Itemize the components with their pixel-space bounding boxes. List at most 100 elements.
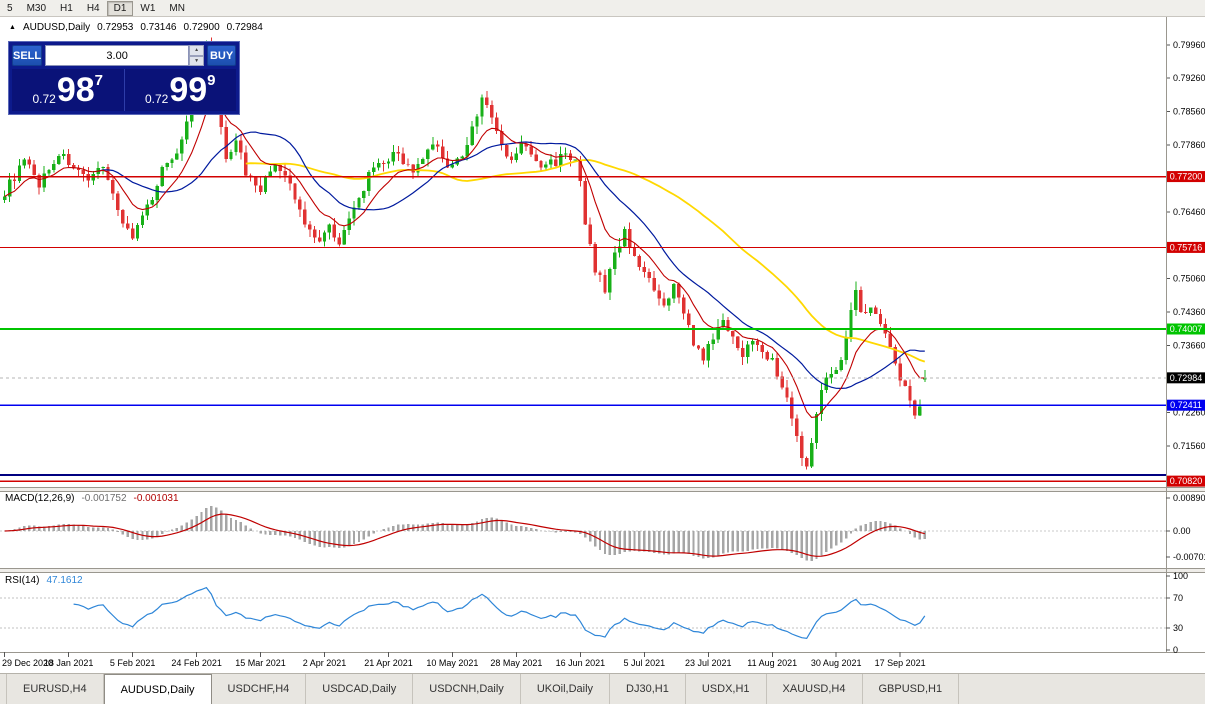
svg-text:0.75060: 0.75060: [1173, 274, 1205, 284]
chart-symbol: AUDUSD,Daily: [22, 22, 91, 33]
svg-text:23 Jul 2021: 23 Jul 2021: [685, 658, 732, 668]
ohlc-high: 0.73146: [140, 22, 177, 33]
ma-50-line: [245, 159, 926, 363]
svg-text:17 Sep 2021: 17 Sep 2021: [875, 658, 926, 668]
svg-text:0.77200: 0.77200: [1170, 172, 1203, 182]
svg-text:5 Feb 2021: 5 Feb 2021: [110, 658, 156, 668]
chart-tab-usdx-h1[interactable]: USDX,H1: [686, 674, 767, 704]
sell-button[interactable]: SELL: [12, 45, 43, 66]
rsi-line: [73, 586, 926, 640]
svg-text:0.72411: 0.72411: [1170, 400, 1202, 410]
svg-text:0.77860: 0.77860: [1173, 140, 1205, 150]
svg-text:28 May 2021: 28 May 2021: [490, 658, 542, 668]
sell-price-big: 98: [56, 71, 95, 109]
chart-tab-usdchf-h4[interactable]: USDCHF,H4: [212, 674, 307, 704]
ma-20-line: [98, 131, 925, 390]
price-lines: [0, 175, 1166, 482]
svg-text:0.75716: 0.75716: [1170, 242, 1203, 252]
svg-text:0.71560: 0.71560: [1173, 441, 1205, 451]
timeframe-button-5[interactable]: 5: [7, 2, 13, 14]
svg-text:11 Aug 2021: 11 Aug 2021: [747, 658, 797, 668]
macd-signal-line: [4, 513, 925, 557]
chart-title: ▲ AUDUSD,Daily 0.72953 0.73146 0.72900 0…: [9, 22, 263, 33]
timeframe-button-h4[interactable]: H4: [86, 2, 100, 14]
svg-text:0.78560: 0.78560: [1173, 107, 1205, 117]
chart-area: 0.79960 0.79260 0.78560 0.77860 0.76460 0.750…: [0, 17, 1205, 673]
svg-text:0.79960: 0.79960: [1173, 40, 1205, 50]
buy-price-pip: 9: [207, 72, 216, 89]
timeframe-button-mn[interactable]: MN: [169, 2, 185, 14]
timeframe-toolbar: 5 M30 H1 H4 D1 W1 MN: [0, 0, 1205, 17]
svg-text:0.008904: 0.008904: [1173, 493, 1205, 503]
svg-text:0.76460: 0.76460: [1173, 207, 1205, 217]
timeframe-button-h1[interactable]: H1: [60, 2, 73, 14]
rsi-value: 47.1612: [46, 575, 83, 586]
buy-price-button[interactable]: 0.72 99 9: [124, 69, 236, 111]
volume-control: ▲ ▼: [45, 45, 205, 66]
buy-price-prefix: 0.72: [144, 92, 169, 106]
chart-tab-xauusd-h4[interactable]: XAUUSD,H4: [767, 674, 863, 704]
chart-tab-ukoil-daily[interactable]: UKOil,Daily: [521, 674, 611, 704]
chart-shift-marker-icon: ▲: [9, 24, 16, 31]
rsi-name: RSI(14): [5, 575, 40, 586]
volume-input[interactable]: [45, 45, 190, 66]
svg-text:2 Apr 2021: 2 Apr 2021: [303, 658, 347, 668]
rsi-pane: 100 70 30 0: [0, 571, 1188, 655]
svg-text:100: 100: [1173, 571, 1188, 581]
timeframe-button-w1[interactable]: W1: [140, 2, 156, 14]
svg-text:16 Jun 2021: 16 Jun 2021: [556, 658, 606, 668]
svg-text:0.74007: 0.74007: [1170, 324, 1203, 334]
axis-price-labels: 0.77200 0.75716 0.74007 0.72411 0.70820 0.729…: [1167, 171, 1205, 487]
svg-text:30 Aug 2021: 30 Aug 2021: [811, 658, 862, 668]
svg-text:0.00: 0.00: [1173, 526, 1191, 536]
ohlc-open: 0.72953: [97, 22, 134, 33]
svg-text:0.72984: 0.72984: [1170, 373, 1203, 383]
buy-price-big: 99: [169, 71, 208, 109]
timeframe-button-m30[interactable]: M30: [26, 2, 47, 14]
price-axis: 0.79960 0.79260 0.78560 0.77860 0.76460 0.750…: [1166, 40, 1205, 451]
ohlc-low: 0.72900: [183, 22, 220, 33]
macd-indicator-label: MACD(12,26,9) -0.001752 -0.001031: [5, 493, 179, 504]
svg-text:21 Apr 2021: 21 Apr 2021: [364, 658, 413, 668]
svg-text:30: 30: [1173, 623, 1183, 633]
volume-spinner: ▲ ▼: [189, 45, 205, 66]
volume-decrease-button[interactable]: ▼: [189, 55, 205, 66]
chart-tab-usdcad-daily[interactable]: USDCAD,Daily: [306, 674, 414, 704]
chart-tab-bar: EURUSD,H4 AUDUSD,Daily USDCHF,H4 USDCAD,Dai…: [0, 673, 1205, 704]
rsi-indicator-label: RSI(14) 47.1612: [5, 575, 83, 586]
svg-text:29 Dec 2020: 29 Dec 2020: [2, 658, 53, 668]
svg-text:0.70820: 0.70820: [1170, 476, 1203, 486]
buy-button[interactable]: BUY: [207, 45, 236, 66]
svg-text:0.74360: 0.74360: [1173, 307, 1205, 317]
chart-tab-audusd-daily[interactable]: AUDUSD,Daily: [103, 674, 212, 704]
sell-price-prefix: 0.72: [32, 92, 56, 106]
ohlc-close: 0.72984: [226, 22, 263, 33]
timeframe-button-d1[interactable]: D1: [106, 0, 134, 16]
ma-10-line: [4, 102, 925, 418]
macd-main-value: -0.001752: [81, 493, 127, 504]
one-click-trading-panel: SELL ▲ ▼ BUY 0.72 98 7 0.72: [8, 41, 240, 115]
chart-tab-eurusd-h4[interactable]: EURUSD,H4: [6, 674, 104, 704]
chart-canvas[interactable]: 0.79960 0.79260 0.78560 0.77860 0.76460 0.750…: [0, 17, 1205, 673]
macd-signal-value: -0.001031: [133, 493, 179, 504]
chart-tab-gbpusd-h1[interactable]: GBPUSD,H1: [863, 674, 960, 704]
chart-tab-dj30-h1[interactable]: DJ30,H1: [610, 674, 686, 704]
svg-text:5 Jul 2021: 5 Jul 2021: [624, 658, 666, 668]
svg-text:18 Jan 2021: 18 Jan 2021: [44, 658, 94, 668]
svg-text:24 Feb 2021: 24 Feb 2021: [171, 658, 222, 668]
macd-name: MACD(12,26,9): [5, 493, 75, 504]
svg-text:70: 70: [1173, 593, 1183, 603]
sell-price-button[interactable]: 0.72 98 7: [12, 69, 125, 111]
svg-text:0.79260: 0.79260: [1173, 73, 1205, 83]
chart-tab-usdcnh-daily[interactable]: USDCNH,Daily: [413, 674, 521, 704]
svg-text:0: 0: [1173, 645, 1178, 655]
volume-increase-button[interactable]: ▲: [189, 45, 205, 56]
pane-separators: [0, 17, 1205, 653]
svg-text:0.73660: 0.73660: [1173, 341, 1205, 351]
sell-price-pip: 7: [94, 72, 104, 89]
svg-text:15 Mar 2021: 15 Mar 2021: [235, 658, 286, 668]
